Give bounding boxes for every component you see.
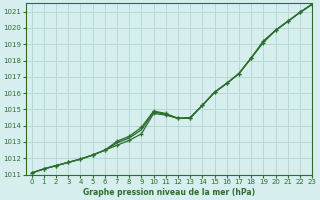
- X-axis label: Graphe pression niveau de la mer (hPa): Graphe pression niveau de la mer (hPa): [83, 188, 255, 197]
